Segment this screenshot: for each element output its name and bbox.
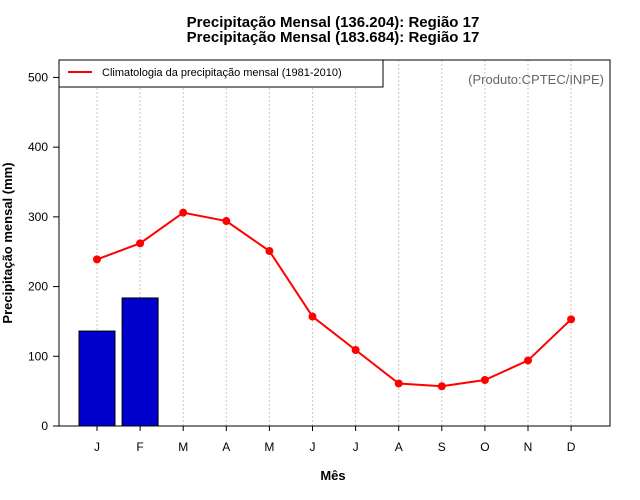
y-axis: 0 100 200 300 400 500 [28, 70, 59, 433]
climatology-point-2 [179, 208, 188, 217]
y-tick-label-5: 500 [28, 70, 48, 84]
x-tick-label-6: J [353, 440, 359, 454]
x-axis-title: Mês [320, 468, 345, 483]
climatology-point-5 [308, 312, 317, 321]
x-tick-label-0: J [94, 440, 100, 454]
x-tick-label-7: A [395, 440, 403, 454]
source-note: (Produto:CPTEC/INPE) [468, 72, 604, 87]
x-tick-label-9: O [480, 440, 489, 454]
y-tick-label-3: 300 [28, 210, 48, 224]
x-tick-label-8: S [438, 440, 446, 454]
y-tick-label-0: 0 [41, 419, 48, 433]
bar-F-1 [121, 297, 159, 427]
bar-series [78, 297, 159, 427]
x-tick-label-1: F [136, 440, 143, 454]
x-tick-label-10: N [524, 440, 533, 454]
legend: Climatologia da precipitação mensal (198… [58, 59, 384, 88]
y-tick-label-2: 200 [28, 280, 48, 294]
y-tick-label-1: 100 [28, 349, 48, 363]
x-tick-label-11: D [567, 440, 576, 454]
climatology-point-4 [265, 247, 274, 256]
x-tick-label-5: J [310, 440, 316, 454]
climatology-point-8 [437, 382, 446, 391]
x-tick-label-2: M [178, 440, 188, 454]
climatology-point-11 [567, 315, 576, 324]
climatology-point-1 [136, 239, 145, 248]
climatology-line [96, 211, 572, 388]
x-tick-label-3: A [222, 440, 230, 454]
chart-title-line-2: Precipitação Mensal (183.684): Região 17 [187, 29, 480, 46]
climatology-point-3 [222, 217, 231, 226]
grid-lines [96, 60, 572, 426]
climatology-series [93, 208, 576, 391]
y-axis-title: Precipitação mensal (mm) [0, 162, 15, 323]
legend-label: Climatologia da precipitação mensal (198… [102, 67, 342, 79]
climatology-point-10 [524, 356, 532, 365]
climatology-point-7 [394, 379, 403, 388]
climatology-point-0 [93, 255, 101, 264]
legend-box [58, 59, 384, 88]
climatology-point-6 [351, 346, 360, 355]
x-tick-label-4: M [264, 440, 274, 454]
chart-title-line-1: Precipitação Mensal (136.204): Região 17 [187, 14, 480, 31]
y-tick-label-4: 400 [28, 140, 48, 154]
climatology-point-9 [480, 375, 489, 384]
bar-J-0 [78, 330, 116, 427]
